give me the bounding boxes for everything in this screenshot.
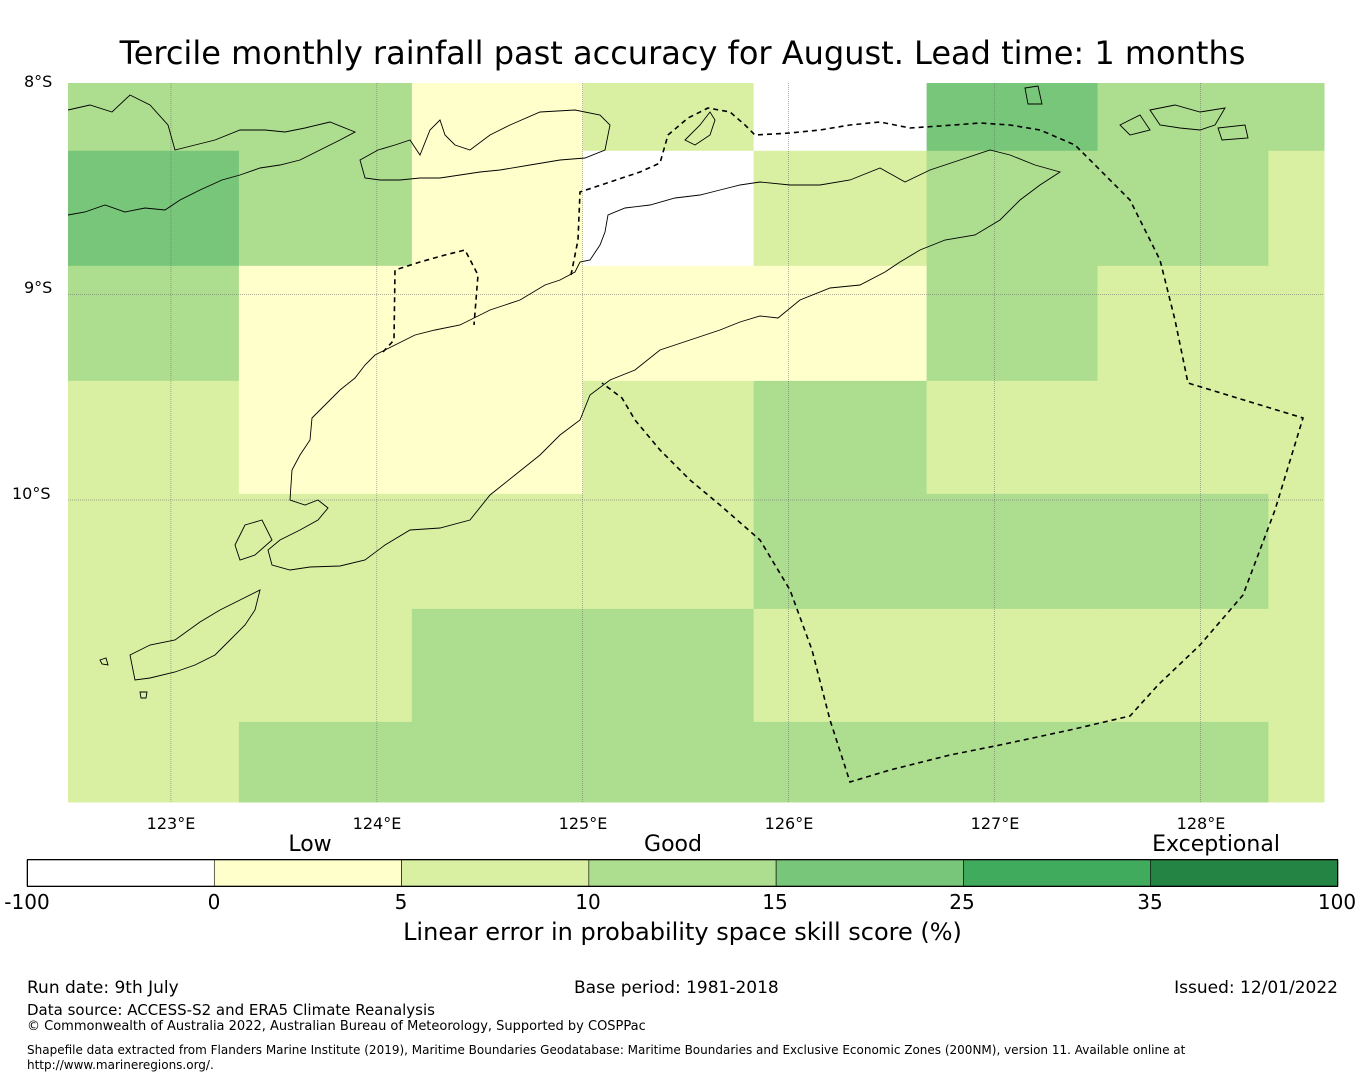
- skill-cell: [582, 493, 755, 610]
- skill-cell: [926, 83, 1099, 152]
- lon-label-126e: 126°E: [764, 814, 814, 833]
- lon-label-127e: 127°E: [970, 814, 1020, 833]
- skill-cell: [753, 608, 928, 723]
- colorbar-tick: 25: [949, 890, 975, 914]
- skill-cell: [753, 721, 928, 803]
- skill-cell: [238, 83, 413, 152]
- colorbar-segment: [1150, 859, 1339, 887]
- skill-cell: [1268, 608, 1325, 723]
- colorbar-tick: 100: [1317, 890, 1357, 914]
- skill-cell: [1268, 380, 1325, 495]
- skill-cell: [1097, 721, 1269, 803]
- colorbar-tick: 5: [394, 890, 408, 914]
- skill-cell: [68, 265, 240, 382]
- skill-cell: [926, 721, 1099, 803]
- skill-cell: [411, 380, 584, 495]
- skill-cell: [238, 150, 413, 267]
- skill-cell: [68, 83, 240, 152]
- skill-cell: [582, 265, 755, 382]
- skill-cell: [238, 265, 413, 382]
- skill-cell: [238, 380, 413, 495]
- skill-cell: [1097, 380, 1269, 495]
- skill-cell: [411, 83, 584, 152]
- category-exceptional: Exceptional: [1152, 832, 1280, 857]
- lat-label-10s: 10°S: [12, 484, 51, 503]
- skill-cell: [411, 265, 584, 382]
- skill-cell: [1268, 493, 1325, 610]
- skill-cell: [68, 380, 240, 495]
- skill-cell: [926, 608, 1099, 723]
- lon-label-125e: 125°E: [558, 814, 608, 833]
- skill-cell: [753, 265, 928, 382]
- shapefile-credit: Shapefile data extracted from Flanders M…: [27, 1043, 1186, 1072]
- base-period: Base period: 1981-2018: [574, 978, 779, 998]
- colorbar-tick: 10: [575, 890, 601, 914]
- skill-cell: [411, 493, 584, 610]
- skill-cell: [1268, 265, 1325, 382]
- lon-label-124e: 124°E: [352, 814, 402, 833]
- skill-cell: [1268, 150, 1325, 267]
- coastline: [67, 85, 1249, 699]
- skill-cell: [1097, 150, 1269, 267]
- colorbar-tick: 15: [762, 890, 788, 914]
- skill-cell: [582, 608, 755, 723]
- issued-date: Issued: 12/01/2022: [1174, 978, 1338, 998]
- colorbar-segment: [213, 859, 402, 887]
- eez-boundary: [382, 107, 1304, 783]
- skill-cell: [411, 608, 584, 723]
- skill-cell: [68, 493, 240, 610]
- colorbar-segment: [588, 859, 777, 887]
- map-title: Tercile monthly rainfall past accuracy f…: [119, 34, 1246, 72]
- skill-cell: [926, 493, 1099, 610]
- skill-cell: [1097, 83, 1269, 152]
- skill-cell: [926, 150, 1099, 267]
- colorbar-segment: [26, 859, 215, 887]
- skill-cell: [753, 380, 928, 495]
- data-source: Data source: ACCESS-S2 and ERA5 Climate …: [27, 1001, 435, 1019]
- skill-cell: [238, 608, 413, 723]
- lon-label-123e: 123°E: [146, 814, 196, 833]
- run-date: Run date: 9th July: [27, 978, 179, 998]
- skill-cell: [926, 380, 1099, 495]
- skill-cell: [1268, 721, 1325, 803]
- lat-label-8s: 8°S: [24, 72, 53, 91]
- skill-cell: [582, 150, 755, 267]
- colorbar-segment: [775, 859, 964, 887]
- skill-cell: [238, 493, 413, 610]
- skill-cell: [582, 83, 755, 152]
- skill-cell: [926, 265, 1099, 382]
- skill-cell: [753, 150, 928, 267]
- skill-cell: [238, 721, 413, 803]
- category-low: Low: [288, 832, 332, 857]
- skill-cell: [582, 380, 755, 495]
- colorbar-title: Linear error in probability space skill …: [403, 918, 962, 946]
- colorbar-segment: [401, 859, 590, 887]
- skill-cell: [753, 83, 928, 152]
- skill-cell: [1097, 493, 1269, 610]
- skill-cell: [582, 721, 755, 803]
- copyright: © Commonwealth of Australia 2022, Austra…: [27, 1019, 646, 1034]
- skill-cell: [68, 721, 240, 803]
- lat-label-9s: 9°S: [24, 278, 53, 297]
- skill-cell: [753, 493, 928, 610]
- skill-cell: [1097, 608, 1269, 723]
- colorbar-tick: 0: [207, 890, 221, 914]
- colorbar-tick: -100: [4, 890, 50, 914]
- skill-cell: [1268, 83, 1325, 152]
- skill-cell: [411, 721, 584, 803]
- skill-cell: [68, 608, 240, 723]
- colorbar-tick: 35: [1137, 890, 1163, 914]
- category-good: Good: [644, 832, 702, 857]
- lon-label-128e: 128°E: [1176, 814, 1226, 833]
- colorbar-segment: [963, 859, 1152, 887]
